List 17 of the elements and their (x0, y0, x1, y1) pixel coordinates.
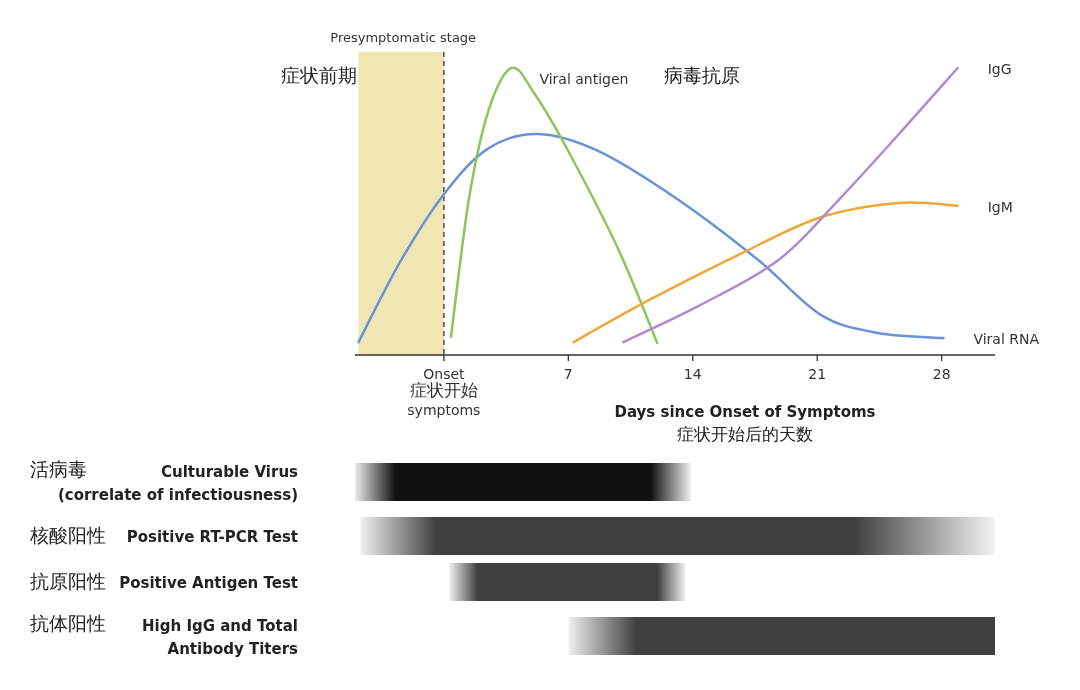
y-tick-label: 核酸阳性 Positive RT-PCR Test (29, 524, 298, 546)
text: IgG (987, 61, 1012, 77)
band-label: Presymptomatic stage (330, 30, 477, 45)
y-tick-label: 抗原阳性 Positive Antigen Test (30, 570, 298, 592)
category-label: 活病毒 Culturable Virus (correlate of infectiousness) (30, 458, 298, 504)
x-axis-title: Days since Onset of Symptoms 症状开始后的天数 (614, 403, 876, 444)
text: Viral RNA (973, 331, 1040, 348)
annotation: 病毒抗原 (664, 64, 741, 86)
annotation: 症状前期 (280, 64, 357, 86)
x-tick-label: 28 (932, 366, 951, 382)
category-label: 抗体阳性 High IgG and Total Antibody Titers (30, 612, 298, 658)
x-tick-label: Onset 症状开始 symptoms (407, 366, 481, 418)
x-tick-label: 21 (808, 366, 827, 382)
series-label: Viral antigen (539, 71, 629, 87)
x-tick-label: 14 (683, 366, 702, 382)
x-tick-label: 7 (563, 366, 573, 382)
text: IgM (987, 198, 1013, 215)
